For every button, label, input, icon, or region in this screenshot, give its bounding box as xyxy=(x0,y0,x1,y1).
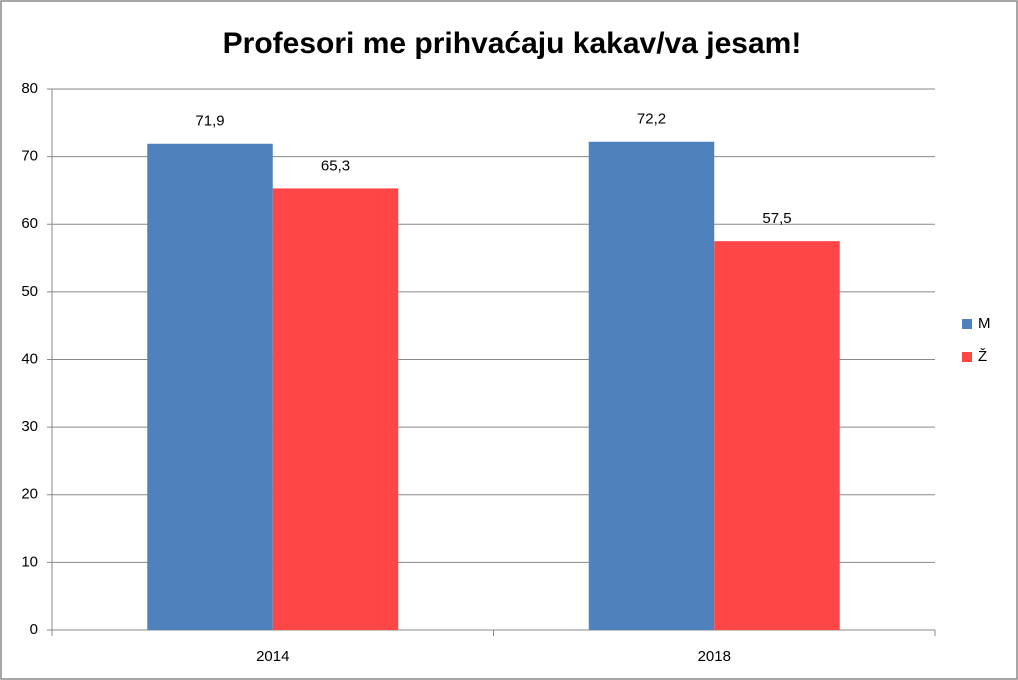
y-tick-label: 50 xyxy=(21,283,38,300)
value-label: 65,3 xyxy=(321,157,350,174)
legend-swatch xyxy=(962,319,972,329)
value-label: 72,2 xyxy=(637,111,666,128)
y-tick-label: 20 xyxy=(21,486,38,503)
legend-label: Ž xyxy=(978,348,987,365)
bar xyxy=(588,141,715,630)
bar xyxy=(272,188,399,630)
bar xyxy=(714,241,840,630)
y-tick-label: 60 xyxy=(21,215,38,232)
chart-title: Profesori me prihvaćaju kakav/va jesam! xyxy=(223,27,802,60)
bar xyxy=(147,143,273,630)
y-tick-label: 10 xyxy=(21,553,38,570)
y-tick-label: 0 xyxy=(30,621,38,638)
legend-swatch xyxy=(962,352,972,362)
x-tick-label: 2014 xyxy=(256,648,289,665)
x-tick-label: 2018 xyxy=(698,648,731,665)
y-tick-label: 70 xyxy=(21,148,38,165)
y-tick-label: 80 xyxy=(21,80,38,97)
value-label: 71,9 xyxy=(195,113,224,130)
y-tick-label: 30 xyxy=(21,418,38,435)
y-tick-label: 40 xyxy=(21,350,38,367)
legend-label: M xyxy=(978,315,991,332)
value-label: 57,5 xyxy=(762,210,791,227)
